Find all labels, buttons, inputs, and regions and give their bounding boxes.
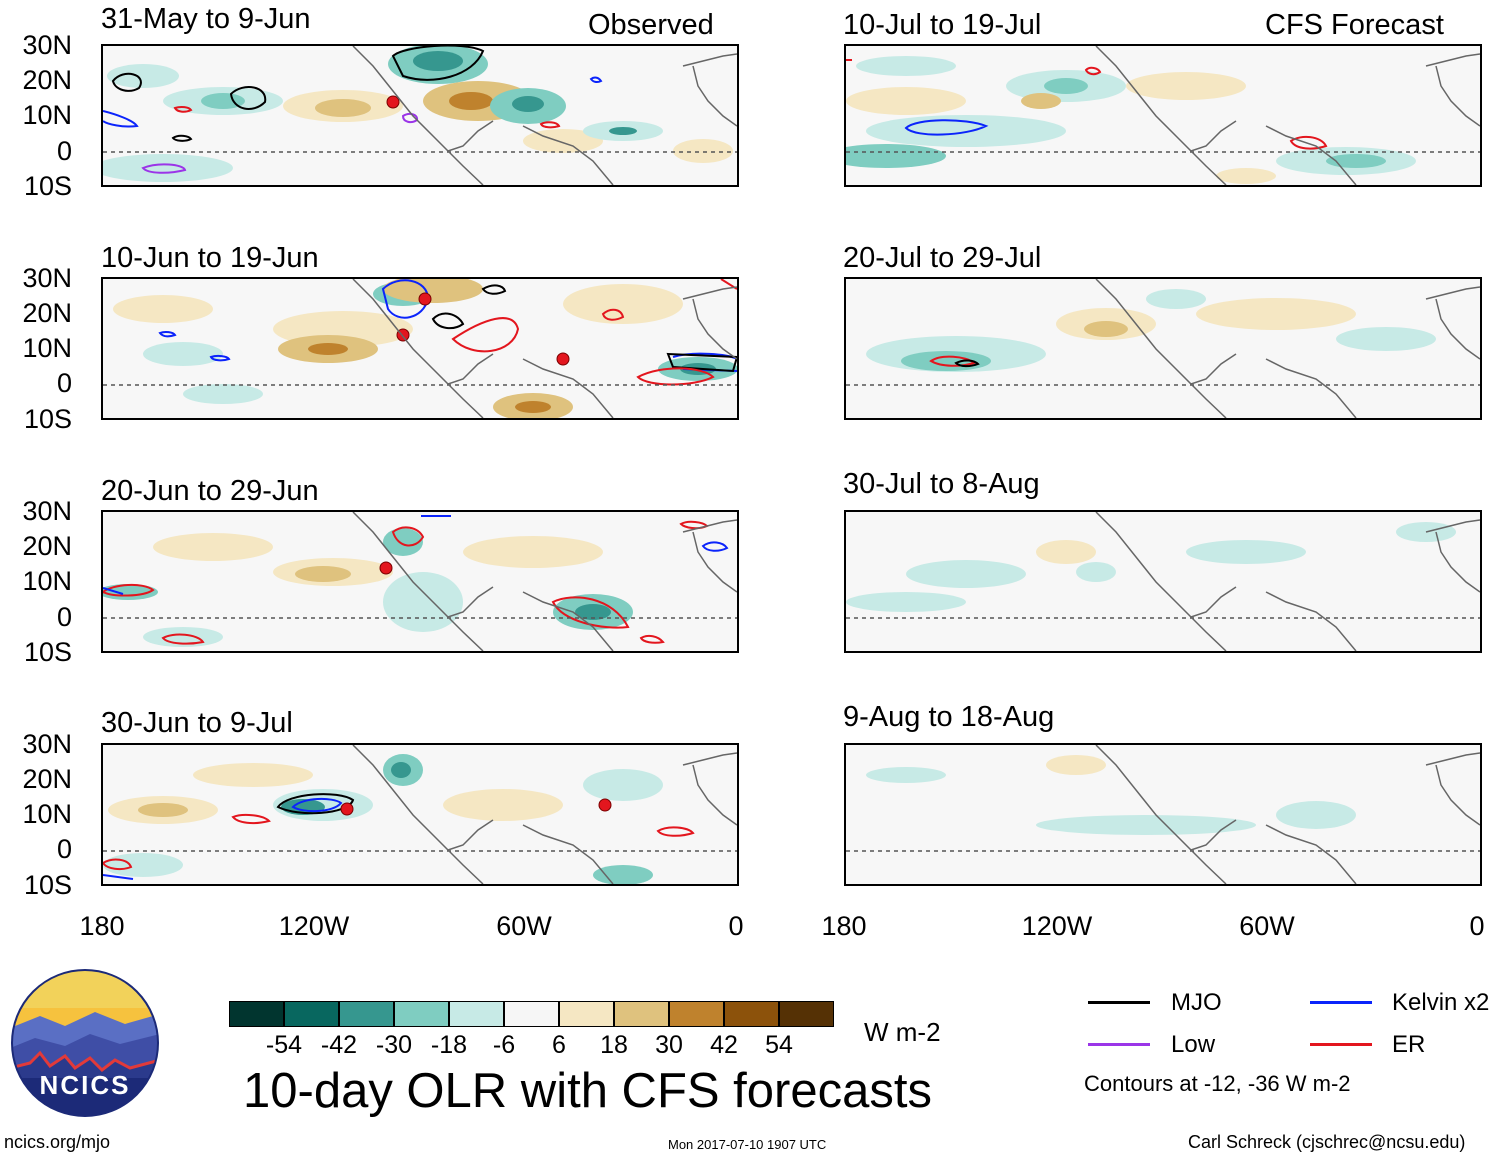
colorbar-tick-label: -30 (375, 1031, 413, 1059)
lon-label: 120W (1021, 911, 1093, 941)
lat-label: 0 (56, 834, 72, 864)
timestamp: Mon 2017-07-10 1907 UTC (668, 1137, 827, 1152)
lon-label: 0 (728, 911, 744, 941)
legend-line-kelvin (1310, 1001, 1372, 1004)
colorbar-swatch (669, 1001, 724, 1027)
lat-label: 20N (22, 531, 72, 561)
colorbar-tick-label: 54 (765, 1031, 793, 1059)
lat-label: 30N (22, 496, 72, 526)
map-forecast-3 (844, 510, 1482, 653)
author-credit: Carl Schreck (cjschrec@ncsu.edu) (1188, 1132, 1466, 1152)
colorbar-swatch (559, 1001, 614, 1027)
colorbar-units: W m-2 (864, 1017, 941, 1047)
lon-label: 180 (821, 911, 867, 941)
panel-title-forecast-1: 10-Jul to 19-Jul (843, 9, 1042, 41)
colorbar-swatch (229, 1001, 284, 1027)
lon-label: 60W (496, 911, 552, 941)
lat-label: 0 (56, 368, 72, 398)
lat-label: 10N (22, 566, 72, 596)
panel-title-forecast-3: 30-Jul to 8-Aug (843, 468, 1040, 500)
legend-label-low: Low (1171, 1031, 1216, 1058)
map-observed-2 (101, 277, 739, 420)
map-observed-4 (101, 743, 739, 886)
lat-label: 20N (22, 65, 72, 95)
lat-label: 0 (56, 136, 72, 166)
lon-label: 0 (1469, 911, 1485, 941)
main-title: 10-day OLR with CFS forecasts (243, 1064, 932, 1118)
colorbar-swatch (614, 1001, 669, 1027)
legend-label-mjo: MJO (1171, 989, 1222, 1016)
lon-label: 180 (79, 911, 125, 941)
lat-label: 10S (23, 637, 72, 667)
colorbar-swatch (394, 1001, 449, 1027)
contour-note: Contours at -12, -36 W m-2 (1084, 1071, 1351, 1096)
map-forecast-4 (844, 743, 1482, 886)
legend-line-mjo (1088, 1001, 1150, 1004)
colorbar-swatch (779, 1001, 834, 1027)
panel-title-forecast-2: 20-Jul to 29-Jul (843, 242, 1042, 274)
legend-label-kelvin: Kelvin x2 (1392, 989, 1490, 1016)
legend-line-low (1088, 1043, 1150, 1046)
lat-label: 10S (23, 171, 72, 201)
lat-label: 10S (23, 870, 72, 900)
colorbar-swatch (724, 1001, 779, 1027)
colorbar-tick-label: 30 (655, 1031, 683, 1059)
website-link[interactable]: ncics.org/mjo (4, 1132, 111, 1152)
colorbar-tick-label: 6 (552, 1031, 566, 1059)
colorbar-swatch (504, 1001, 559, 1027)
panel-title-observed-4: 30-Jun to 9-Jul (101, 707, 293, 739)
observed-column-label: Observed (588, 9, 714, 41)
lat-label: 10N (22, 100, 72, 130)
lon-label: 120W (278, 911, 350, 941)
forecast-column-label: CFS Forecast (1265, 9, 1444, 41)
map-forecast-1 (844, 44, 1482, 187)
colorbar (229, 1001, 834, 1027)
colorbar-swatch (449, 1001, 504, 1027)
panel-title-forecast-4: 9-Aug to 18-Aug (843, 701, 1055, 733)
colorbar-swatch (339, 1001, 394, 1027)
lat-label: 10S (23, 404, 72, 434)
colorbar-swatch (284, 1001, 339, 1027)
lat-label: 20N (22, 764, 72, 794)
lat-label: 10N (22, 333, 72, 363)
colorbar-tick-label: -18 (430, 1031, 468, 1059)
lat-label: 30N (22, 729, 72, 759)
panel-title-observed-3: 20-Jun to 29-Jun (101, 475, 319, 507)
ncics-logo: NCICS (10, 968, 160, 1118)
lon-label: 60W (1239, 911, 1295, 941)
lat-label: 0 (56, 602, 72, 632)
colorbar-tick-label: -42 (320, 1031, 358, 1059)
panel-title-observed-1: 31-May to 9-Jun (101, 3, 311, 35)
map-observed-1 (101, 44, 739, 187)
logo-text: NCICS (39, 1070, 131, 1100)
legend-label-er: ER (1392, 1031, 1426, 1058)
panel-title-observed-2: 10-Jun to 19-Jun (101, 242, 319, 274)
map-observed-3 (101, 510, 739, 653)
lat-label: 10N (22, 799, 72, 829)
legend-line-er (1310, 1043, 1372, 1046)
lat-label: 20N (22, 298, 72, 328)
colorbar-tick-label: 18 (600, 1031, 628, 1059)
colorbar-tick-label: -6 (492, 1031, 516, 1059)
colorbar-tick-label: -54 (265, 1031, 303, 1059)
map-forecast-2 (844, 277, 1482, 420)
colorbar-tick-label: 42 (710, 1031, 738, 1059)
lat-label: 30N (22, 30, 72, 60)
lat-label: 30N (22, 263, 72, 293)
